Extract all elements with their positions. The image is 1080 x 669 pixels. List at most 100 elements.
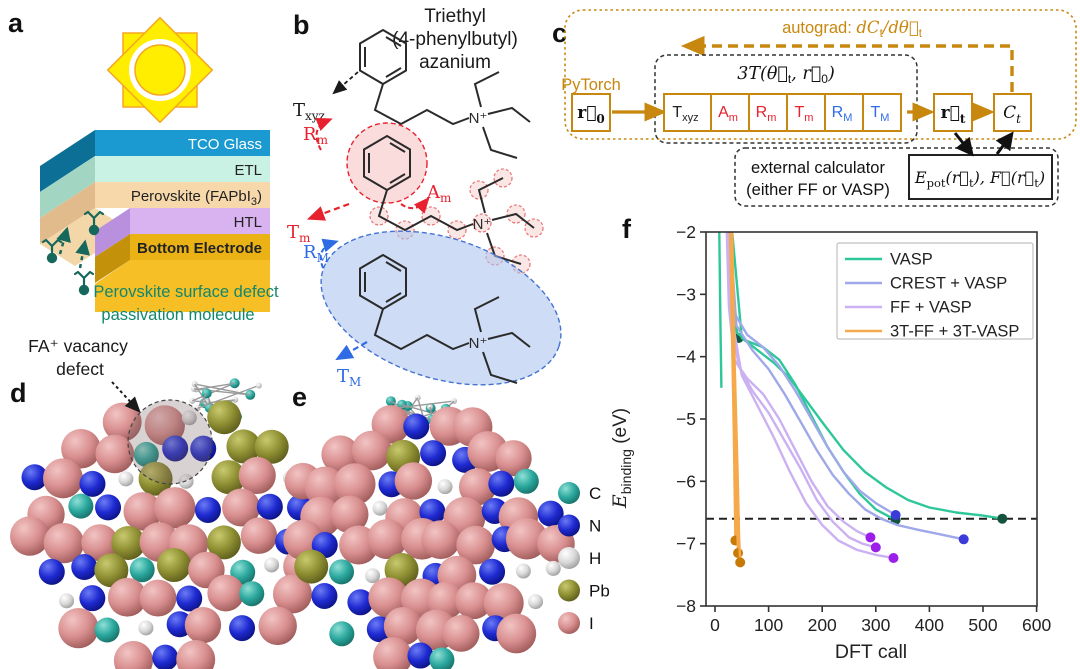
layer-label-tco: TCO Glass	[188, 136, 262, 153]
run-end-dot	[890, 509, 901, 520]
panel-d-label: d	[10, 378, 27, 408]
y-tick-label: −3	[676, 284, 696, 304]
panel-a-label: a	[8, 8, 24, 38]
sphere-lattice	[10, 400, 320, 669]
param-box-label: Rm	[756, 104, 777, 124]
legend-label: CREST + VASP	[890, 275, 1007, 293]
cost-box: Ct	[1003, 103, 1021, 126]
param-box-label: Tm	[795, 104, 814, 124]
legend-label: FF + VASP	[890, 299, 972, 317]
series-run-FF + VASP	[727, 231, 894, 560]
series-run-VASP	[731, 231, 1003, 520]
x-tick-label: 500	[968, 615, 997, 635]
layer-label-htl: HTL	[234, 214, 262, 231]
y-tick-label: −8	[676, 596, 696, 616]
param-box	[710, 93, 750, 132]
panel-a-graphic: TCO Glass ETL Perovskite (FAPbI3) HTL Bo…	[40, 16, 279, 324]
current-coords-box: r⃗t	[941, 103, 966, 126]
run-end-dot	[870, 542, 881, 553]
molecule-blue-highlight	[320, 230, 562, 386]
energy-force-box: Epot(r⃗t), F⃗(r⃗t)	[914, 168, 1045, 190]
panel-a-caption-line1: Perovskite surface defect	[93, 283, 279, 301]
molecule-title-line2: (4-phenylbutyl)	[392, 29, 518, 50]
atom-symbol-H: H	[589, 549, 601, 568]
x-tick-label: 100	[754, 615, 783, 635]
series-run-FF + VASP	[726, 231, 877, 549]
param-box-label: TM	[871, 104, 890, 124]
param-box	[862, 93, 902, 132]
atom-symbol-N: N	[589, 517, 601, 536]
atom-sphere-H	[558, 547, 580, 569]
a-m-label: Am	[426, 182, 452, 205]
x-axis-label: DFT call	[835, 641, 907, 663]
sun-icon	[106, 16, 214, 124]
panel-d-annotation: FA⁺ vacancy defect	[28, 336, 141, 413]
x-tick-label: 0	[710, 615, 720, 635]
panel-e-label: e	[292, 382, 308, 412]
param-box	[748, 93, 788, 132]
external-calc-line2: (either FF or VASP)	[746, 181, 890, 199]
atom-symbol-I: I	[589, 614, 594, 633]
layer-label-perovskite: Perovskite (FAPbI3)	[131, 188, 262, 208]
y-tick-label: −6	[676, 471, 696, 491]
pytorch-label: PyTorch	[561, 76, 621, 94]
x-tick-label: 600	[1022, 615, 1051, 635]
panel-c-label: c	[552, 18, 568, 48]
defect-annotation-line1: FA⁺ vacancy	[28, 336, 128, 356]
layer-label-bottom-electrode: Bottom Electrode	[137, 240, 262, 257]
panel-e-molecular-render	[283, 394, 575, 669]
panel-d-molecular-render	[10, 378, 320, 669]
run-end-dot	[735, 557, 746, 568]
sphere-lattice	[283, 405, 575, 669]
atom-legend: CNH Pb I	[558, 482, 610, 634]
run-end-dot	[733, 547, 744, 558]
run-end-dot	[997, 513, 1008, 524]
atom-sphere-Pb	[558, 579, 580, 602]
atom-sphere-I	[558, 612, 580, 634]
device-stack: TCO Glass ETL Perovskite (FAPbI3) HTL Bo…	[40, 130, 270, 312]
y-axis-label: Ebinding (eV)	[609, 408, 634, 509]
series-run-VASP	[718, 231, 723, 388]
autograd-label: autograd: dCt/dθ⃗t	[782, 18, 923, 40]
atom-symbol-C: C	[589, 484, 601, 503]
layer-label-etl: ETL	[234, 162, 262, 179]
atom-sphere-N	[558, 514, 580, 537]
t-M-label: TM	[337, 366, 361, 389]
panel-b-graphic: N⁺ Triethyl (4-phenylbutyl) azanium Txyz…	[287, 6, 562, 389]
param-box-label: Am	[718, 104, 738, 124]
panel-b-label: b	[293, 10, 310, 40]
x-tick-label: 300	[861, 615, 890, 635]
panel-a-caption-line2: passivation molecule	[101, 306, 254, 324]
atom-symbol-Pb: Pb	[589, 582, 610, 601]
parameter-boxes: Txyz Am Rm Tm RM TM	[663, 93, 902, 132]
legend-label: 3T-FF + 3T-VASP	[890, 323, 1019, 341]
vacancy-defect-circle	[127, 399, 213, 485]
binding-energy-chart: −2 −3 −4 −5 −6 −7 −8 0 100 200 300 400 500 600 VASP CRE…	[609, 222, 1051, 663]
y-tick-label: −7	[676, 534, 696, 554]
series-run-CREST + VASP	[728, 231, 897, 517]
param-box-label: Txyz	[672, 104, 698, 124]
external-calc-line1: external calculator	[751, 159, 885, 177]
r-M-label: RM	[303, 242, 329, 265]
r-m-label: Rm	[303, 124, 329, 147]
input-coords-box: r⃗0	[577, 103, 605, 126]
x-tick-label: 200	[808, 615, 837, 635]
y-tick-label: −4	[676, 347, 696, 367]
t-m-label: Tm	[287, 222, 311, 245]
series-run-3T-FF + 3T-VASP	[729, 231, 740, 554]
param-box-label: RM	[832, 104, 853, 124]
transform-title: 3T(θ⃗t, r⃗0)	[737, 64, 835, 86]
run-end-dot	[865, 532, 876, 543]
y-tick-label: −5	[676, 409, 696, 429]
series-run-CREST + VASP	[728, 231, 964, 541]
x-tick-label: 400	[915, 615, 944, 635]
chart-legend: VASP CREST + VASP FF + VASP 3T-FF + 3T-VASP	[836, 242, 1034, 341]
t-xyz-label: Txyz	[293, 100, 325, 123]
molecule-title-line3: azanium	[419, 52, 491, 73]
run-end-dot	[958, 534, 969, 545]
autograd-arrow	[680, 35, 1014, 92]
defect-annotation-line2: defect	[56, 359, 104, 379]
molecule-title-line1: Triethyl	[424, 6, 486, 27]
series-run-3T-FF + 3T-VASP	[731, 231, 742, 563]
